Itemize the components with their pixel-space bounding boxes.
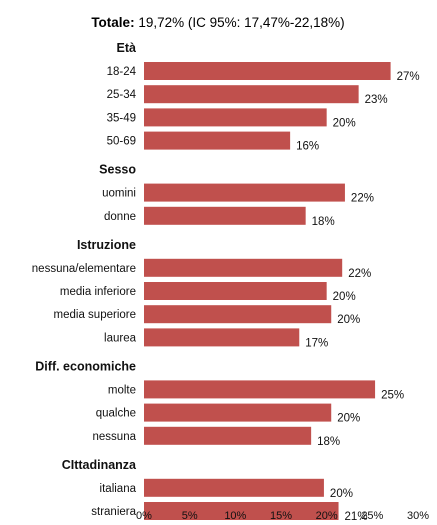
value-label: 27% — [397, 71, 420, 83]
value-label: 20% — [333, 117, 356, 129]
chart-title-rest: 19,72% (IC 95%: 17,47%-22,18%) — [135, 15, 345, 30]
chart-title-bold: Totale: — [91, 15, 134, 30]
bar — [144, 282, 327, 300]
bar — [144, 85, 359, 104]
plot-area: Età 18-24 27% 25-34 23% 35-49 20% 50-69 16% Sesso… — [32, 41, 429, 523]
category-label: 50-69 — [107, 136, 136, 148]
category-label: nessuna — [93, 431, 137, 443]
x-tick-label: 10% — [224, 510, 246, 520]
x-tick-label: 25% — [361, 510, 383, 520]
x-tick-label: 0% — [136, 510, 152, 520]
category-label: qualche — [96, 408, 136, 420]
category-label: 25-34 — [107, 89, 137, 101]
category-label: laurea — [104, 332, 137, 344]
value-label: 16% — [296, 141, 319, 153]
category-label: uomini — [102, 188, 136, 200]
value-label: 23% — [365, 94, 388, 106]
group-label: Istruzione — [77, 238, 136, 252]
bar — [144, 426, 312, 445]
bar — [144, 328, 300, 347]
category-label: 35-49 — [107, 112, 136, 124]
bar — [144, 403, 332, 422]
value-label: 18% — [312, 216, 335, 228]
group-label: Diff. economiche — [35, 359, 136, 373]
category-label: italiana — [100, 483, 137, 495]
category-label: nessuna/elementare — [32, 263, 136, 275]
category-label: media inferiore — [60, 286, 136, 298]
value-label: 20% — [333, 291, 356, 303]
category-label: donne — [104, 211, 136, 223]
x-tick-label: 15% — [270, 510, 292, 520]
group-label: CIttadinanza — [62, 458, 137, 472]
bar — [144, 502, 339, 520]
bar — [144, 206, 306, 225]
group-label: Età — [117, 41, 137, 55]
value-label: 22% — [348, 268, 371, 280]
group-label: Sesso — [99, 163, 136, 177]
bar — [144, 380, 376, 399]
value-label: 17% — [305, 337, 328, 349]
value-label: 20% — [337, 314, 360, 326]
bar — [144, 183, 345, 202]
category-label: molte — [108, 384, 136, 396]
value-label: 18% — [317, 436, 340, 448]
value-label: 22% — [351, 193, 374, 205]
category-label: 18-24 — [107, 66, 137, 78]
value-label: 20% — [337, 413, 360, 425]
category-label: straniera — [91, 506, 136, 518]
value-label: 25% — [381, 389, 404, 401]
x-tick-label: 20% — [316, 510, 338, 520]
x-tick-label: 5% — [182, 510, 198, 520]
bar — [144, 131, 291, 150]
bar — [144, 305, 332, 324]
chart-title: Totale: 19,72% (IC 95%: 17,47%-22,18%) — [91, 15, 344, 30]
bar — [144, 108, 327, 127]
bar — [144, 62, 391, 80]
x-tick-label: 30% — [407, 510, 429, 520]
value-label: 20% — [330, 488, 353, 500]
category-label: media superiore — [54, 309, 136, 321]
bar — [144, 258, 343, 277]
bar — [144, 478, 324, 497]
